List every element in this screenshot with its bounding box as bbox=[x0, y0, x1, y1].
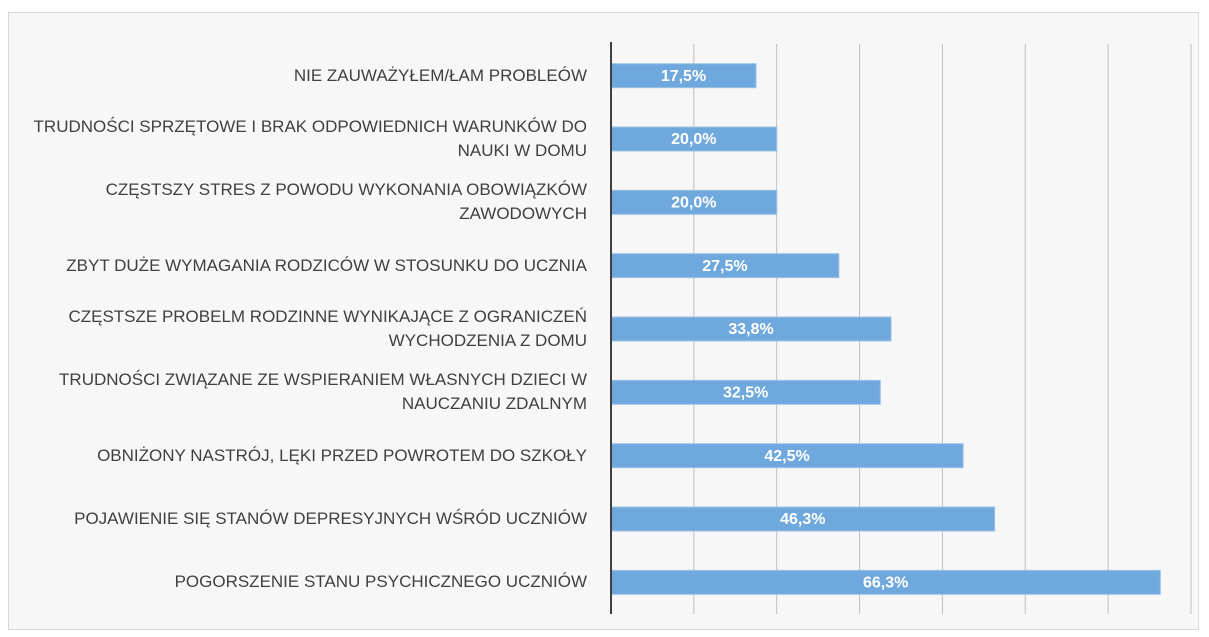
data-label: 66,3% bbox=[863, 575, 908, 592]
bar bbox=[610, 316, 892, 342]
bar bbox=[610, 506, 996, 532]
category-label: CZĘSTSZY STRES Z POWODU WYKONANIA OBOWIĄ… bbox=[105, 180, 587, 224]
category-label: POGORSZENIE STANU PSYCHICZNEGO UCZNIÓW bbox=[174, 572, 587, 592]
data-label: 17,5% bbox=[661, 68, 706, 85]
data-label: 42,5% bbox=[764, 448, 809, 465]
chart-frame bbox=[8, 12, 1199, 630]
data-label: 20,0% bbox=[671, 195, 716, 212]
category-label: NIE ZAUWAŻYŁEM/ŁAM PROBLEÓW bbox=[293, 65, 587, 85]
data-label: 20,0% bbox=[671, 131, 716, 148]
category-label: TRUDNOŚCI SPRZĘTOWE I BRAK ODPOWIEDNICH … bbox=[33, 117, 587, 160]
data-label: 33,8% bbox=[728, 321, 773, 338]
bar bbox=[610, 189, 778, 215]
category-label: TRUDNOŚCI ZWIĄZANE ZE WSPIERANIEM WŁASNY… bbox=[59, 370, 587, 414]
bar bbox=[610, 253, 840, 279]
data-label: 27,5% bbox=[702, 258, 747, 275]
bar bbox=[610, 63, 757, 89]
category-label: CZĘSTSZE PROBELM RODZINNE WYNIKAJĄCE Z O… bbox=[68, 307, 587, 350]
bar bbox=[610, 126, 778, 152]
bar bbox=[610, 569, 1161, 595]
category-label: ZBYT DUŻE WYMAGANIA RODZICÓW W STOSUNKU … bbox=[66, 255, 587, 275]
data-label: 32,5% bbox=[723, 385, 768, 402]
data-label: 46,3% bbox=[780, 511, 825, 528]
category-label: POJAWIENIE SIĘ STANÓW DEPRESYJNYCH WŚRÓD… bbox=[74, 509, 587, 528]
category-label: OBNIŻONY NASTRÓJ, LĘKI PRZED POWROTEM DO… bbox=[97, 445, 587, 465]
